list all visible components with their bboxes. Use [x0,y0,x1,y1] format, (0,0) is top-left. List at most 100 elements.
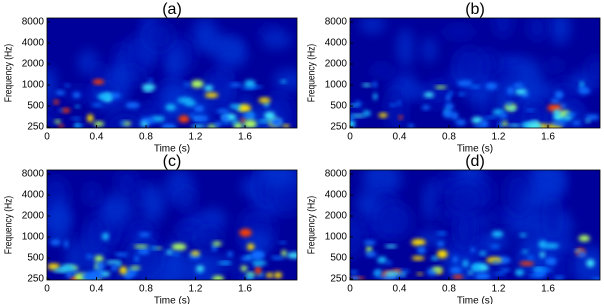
spectrogram-haze [430,79,450,101]
spectrogram-haze [350,213,366,260]
x-axis-label: Time (s) [154,144,190,155]
spectrogram-haze [423,181,437,223]
y-tick-label: 500 [330,253,347,264]
spectrogram-haze [549,18,571,45]
spectrogram-image [47,170,297,280]
spectrogram-blob [71,270,78,275]
spectrogram-blob [430,256,439,261]
spectrogram-blob [263,102,270,107]
y-tick-label: 2000 [22,211,45,222]
spectrogram-blob [238,104,252,113]
y-tick-label: 8000 [22,169,45,180]
x-tick-label: 0.4 [393,284,407,295]
spectrogram-blob [462,259,469,268]
spectrogram-blob [75,124,85,127]
spectrogram-blob [411,256,425,261]
spectrogram-blob [553,109,562,116]
spectrogram-blob [512,83,525,89]
spectrogram-blob [223,122,230,126]
spectrogram-blob [528,120,538,124]
y-axis-label: Frequency (Hz) [306,196,317,254]
spectrogram-blob [58,108,64,112]
spectrogram-blob [258,97,271,103]
spectrogram-blob [65,271,73,278]
spectrogram-blob [119,266,128,275]
spectrogram-blob [70,117,82,120]
spectrogram-blob [421,105,431,110]
spectrogram-blob [55,90,66,96]
spectrogram-blob [543,243,560,249]
spectrogram-blob [525,109,536,112]
spectrogram-blob [578,87,591,95]
spectrogram-haze [527,18,548,41]
spectrogram-blob [519,261,535,266]
spectrogram-blob [221,114,229,122]
spectrogram-haze [554,256,569,280]
spectrogram-blob [452,255,459,264]
spectrogram-haze [84,181,100,207]
spectrogram-haze [162,81,185,121]
spectrogram-blob [211,275,225,280]
spectrogram-blob [574,249,582,252]
panel: 0 0.4 0.8 1.2 1.6 250 500 1000 2000 4000 8000 (a) Ti… [3,1,298,155]
spectrogram-blob [528,274,537,278]
spectrogram-blob [479,119,489,128]
spectrogram-blob [494,272,506,276]
spectrogram-blob [242,113,256,119]
spectrogram-blob [240,265,248,272]
panel-title: (d) [465,153,485,170]
spectrogram-blob [398,115,403,120]
panel-title: (b) [465,1,485,18]
spectrogram-blob [196,265,205,272]
y-tick-label: 4000 [22,38,45,49]
spectrogram-blob [508,107,516,111]
spectrogram-haze [492,18,514,39]
spectrogram-blob [171,243,187,251]
spectrogram-blob [137,247,150,255]
spectrogram-blob [470,247,476,253]
spectrogram-blob [86,114,94,123]
spectrogram-blob [50,239,61,246]
spectrogram-blob [384,244,398,248]
spectrogram-blob [184,100,197,107]
x-tick-label: 0.8 [442,132,456,143]
x-tick-label: 1.6 [541,284,555,295]
y-tick-label: 1000 [22,232,45,243]
plot-frame [46,169,298,281]
spectrogram-blob [363,240,376,246]
spectrogram-blob [178,115,190,123]
spectrogram-blob [114,252,129,257]
spectrogram-blob [416,272,424,276]
spectrogram-blob [389,103,397,107]
spectrogram-blob [436,231,447,235]
spectrogram-blob [491,260,499,264]
spectrogram-blob [408,123,414,128]
spectrogram-blob [572,120,581,126]
x-tick-label: 0 [44,284,50,295]
spectrogram-blob [143,88,153,92]
spectrogram-blob [190,80,204,88]
spectrogram-haze [375,202,413,240]
spectrogram-blob [190,250,200,256]
spectrogram-blob [280,79,287,84]
x-tick-label: 0 [347,132,353,143]
spectrogram-blob [101,232,110,241]
y-tick-label: 1000 [325,232,348,243]
spectrogram-blob [506,86,515,95]
spectrogram-blob [246,273,254,280]
spectrogram-blob [411,239,426,246]
spectrogram-blob [147,78,153,83]
spectrogram-blob [591,277,600,280]
spectrogram-haze [477,233,511,251]
spectrogram-blob [184,82,190,87]
y-tick-label: 1000 [325,80,348,91]
panel: 0 0.4 0.8 1.2 1.6 250 500 1000 2000 4000 8000 (c) Ti… [3,153,298,304]
spectrogram-blob [86,254,93,259]
spectrogram-blob [274,272,283,279]
x-tick-label: 0.4 [90,132,104,143]
spectrogram-blob [474,272,491,280]
plot-frame [46,17,298,129]
spectrogram-blob [75,105,80,108]
spectrogram-blob [362,110,371,116]
spectrogram-haze [489,208,515,221]
